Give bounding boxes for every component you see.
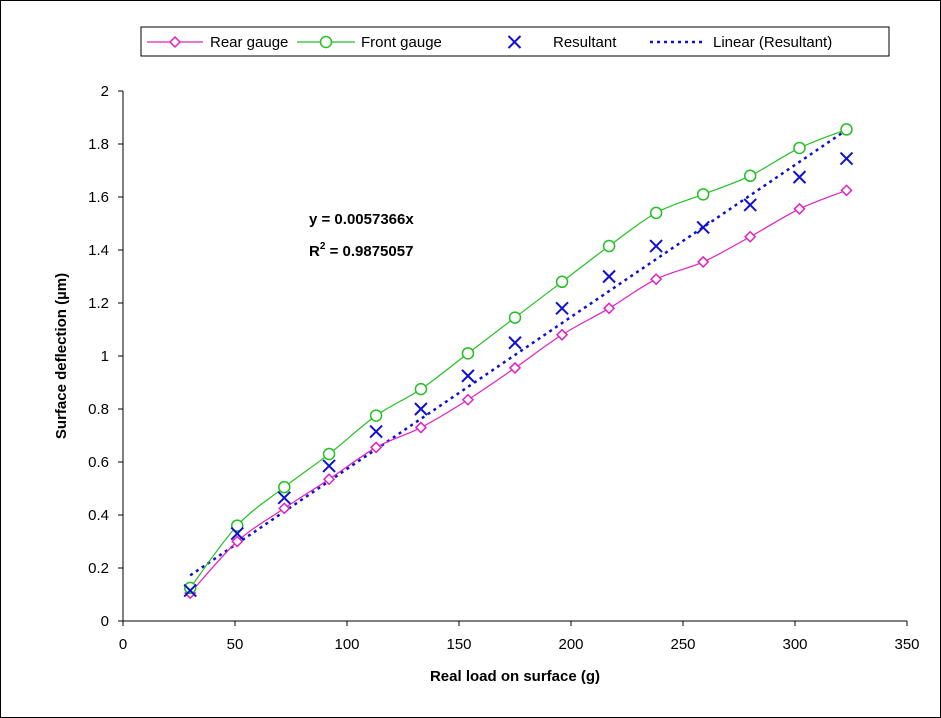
- data-point-circle: [649, 206, 663, 220]
- data-point-circle: [369, 409, 383, 422]
- series-rear-gauge: [184, 184, 853, 600]
- data-point-cross: [602, 269, 616, 284]
- data-point-cross: [508, 336, 522, 350]
- data-point-diamond: [461, 393, 475, 406]
- data-point-cross: [369, 424, 383, 439]
- data-point-circle: [555, 275, 569, 289]
- y-tick-label: 0.8: [88, 401, 109, 418]
- data-point-circle: [743, 169, 757, 183]
- x-tick-label: 100: [334, 636, 359, 653]
- data-point-circle: [230, 519, 244, 532]
- legend-item: Resultant: [507, 34, 617, 51]
- data-point-cross: [230, 526, 244, 541]
- y-tick-label: 0.6: [88, 454, 109, 471]
- series-resultant: [183, 151, 854, 598]
- data-point-circle: [793, 141, 806, 155]
- y-tick-label: 0.4: [88, 507, 109, 524]
- y-tick-label: 1.8: [88, 136, 109, 153]
- data-point-circle: [602, 239, 616, 253]
- data-point-diamond: [840, 184, 853, 197]
- data-point-circle: [278, 480, 291, 494]
- x-tick-label: 350: [894, 636, 919, 653]
- data-point-cross: [743, 198, 757, 212]
- y-axis-title: Surface deflection (µm): [53, 273, 70, 439]
- legend-item: Front gauge: [297, 34, 442, 51]
- data-point-diamond: [508, 361, 522, 374]
- data-point-diamond: [323, 473, 336, 486]
- data-point-circle: [414, 382, 428, 396]
- data-point-cross: [414, 402, 428, 416]
- data-point-cross: [183, 583, 197, 598]
- x-tick-label: 150: [446, 636, 471, 653]
- legend-label: Front gauge: [361, 34, 442, 51]
- data-point-circle: [840, 123, 853, 136]
- r-squared-value: = 0.9875057: [325, 243, 413, 260]
- data-point-cross: [555, 301, 569, 316]
- r-squared-prefix: R: [309, 243, 320, 260]
- data-point-diamond: [793, 202, 806, 215]
- data-point-cross: [839, 151, 854, 166]
- data-point-diamond: [555, 328, 569, 341]
- trend-r-squared: R2 = 0.9875057: [309, 241, 413, 260]
- legend-label: Rear gauge: [210, 34, 288, 51]
- x-axis-title: Real load on surface (g): [430, 668, 600, 685]
- series-front-gauge: [183, 123, 853, 595]
- data-point-diamond: [744, 230, 757, 243]
- data-point-diamond: [278, 502, 291, 515]
- plot-area: 0 50 100 150 200 250 300 350 0 0.2 0.4 0.6 0.8 1 1.2 1.…: [88, 83, 919, 653]
- trendline-resultant: [189, 128, 848, 577]
- data-point-cross: [696, 220, 710, 235]
- legend-label: Resultant: [553, 34, 617, 51]
- data-point-cross: [322, 459, 336, 473]
- x-tick-label: 200: [558, 636, 583, 653]
- r-squared-superscript: 2: [320, 241, 326, 252]
- data-point-circle: [461, 347, 475, 360]
- data-point-cross: [461, 369, 475, 383]
- data-point-circle: [696, 188, 710, 201]
- data-point-cross: [792, 170, 807, 184]
- data-point-diamond: [370, 441, 383, 454]
- data-point-cross: [649, 239, 663, 253]
- legend-item: Linear (Resultant): [650, 34, 832, 51]
- data-point-diamond: [650, 273, 663, 286]
- y-tick-label: 1: [101, 348, 109, 365]
- legend: Rear gauge Front gauge Resultant Linear (Re…: [140, 26, 890, 57]
- y-tick-label: 1.4: [88, 242, 109, 259]
- y-tick-label: 2: [101, 83, 109, 100]
- x-tick-label: 300: [782, 636, 807, 653]
- data-point-diamond: [697, 255, 710, 268]
- data-point-diamond: [414, 421, 427, 434]
- y-tick-label: 0: [101, 613, 109, 630]
- y-tick-label: 1.6: [88, 189, 109, 206]
- trend-equation: y = 0.0057366x: [309, 211, 414, 228]
- legend-item: Rear gauge: [147, 34, 288, 51]
- legend-label: Linear (Resultant): [713, 34, 832, 51]
- x-tick-label: 50: [227, 636, 244, 653]
- legend-diamond-marker: [168, 35, 182, 49]
- legend-cross-marker: [507, 35, 522, 49]
- x-tick-label: 0: [119, 636, 127, 653]
- data-point-circle: [183, 581, 197, 595]
- x-tick-label: 250: [670, 636, 695, 653]
- data-point-cross: [277, 491, 291, 505]
- series-line: [189, 189, 847, 594]
- legend-circle-marker: [319, 35, 333, 49]
- y-tick-label: 0.2: [88, 560, 109, 577]
- data-point-diamond: [231, 535, 244, 548]
- data-point-diamond: [603, 302, 616, 315]
- data-point-circle: [508, 311, 522, 324]
- y-tick-label: 1.2: [88, 295, 109, 312]
- data-point-circle: [322, 447, 336, 461]
